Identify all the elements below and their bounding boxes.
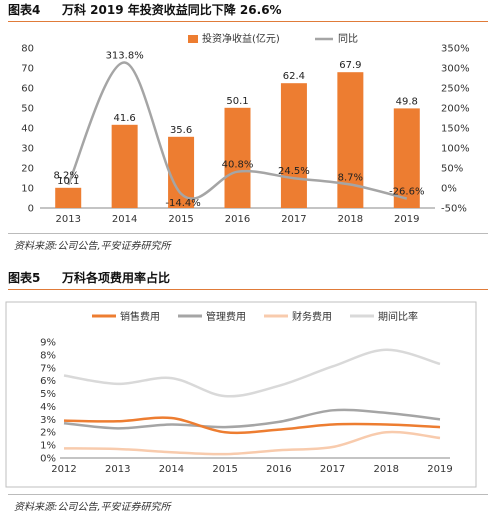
right-y-tick-label: 100% bbox=[441, 144, 470, 155]
legend-swatch-bar bbox=[188, 35, 198, 43]
figure4-header: 图表4 万科 2019 年投资收益同比下降 26.6% bbox=[8, 0, 488, 22]
bar-data-label: 62.4 bbox=[283, 71, 305, 82]
figure5-source-divider bbox=[8, 494, 488, 495]
right-y-tick-label: 200% bbox=[441, 104, 470, 115]
x-tick-label: 2013 bbox=[55, 214, 80, 225]
right-y-tick-label: 50% bbox=[441, 164, 463, 175]
bar-data-label: 41.6 bbox=[114, 113, 136, 124]
y-tick-label: 1% bbox=[40, 441, 56, 452]
investment-income-chart: 0 10 20 30 40 50 60 70 80 -50% 0% 50% 100% 150% 200% 25… bbox=[21, 32, 470, 225]
right-y-tick-label: 300% bbox=[441, 64, 470, 75]
y-tick-label: 6% bbox=[40, 376, 56, 387]
right-y-tick-label: 0% bbox=[441, 184, 457, 195]
left-y-tick-label: 40 bbox=[21, 124, 34, 135]
line-data-label: -26.6% bbox=[389, 187, 424, 198]
left-y-tick-label: 60 bbox=[21, 84, 34, 95]
figure4-source-divider bbox=[8, 233, 488, 234]
right-y-tick-label: 350% bbox=[441, 44, 470, 55]
y-tick-label: 0% bbox=[40, 454, 56, 465]
x-tick-label: 2015 bbox=[168, 214, 193, 225]
y-tick-label: 3% bbox=[40, 415, 56, 426]
x-tick-label: 2017 bbox=[320, 464, 345, 475]
series-line bbox=[63, 430, 441, 456]
bar-data-label: 35.6 bbox=[170, 125, 192, 136]
left-y-tick-label: 0 bbox=[28, 204, 34, 215]
line-data-label: -14.4% bbox=[165, 198, 200, 209]
left-y-tick-label: 10 bbox=[21, 184, 34, 195]
x-tick-label: 2017 bbox=[281, 214, 306, 225]
x-tick-label: 2016 bbox=[266, 464, 291, 475]
bar bbox=[224, 107, 251, 208]
left-y-tick-label: 20 bbox=[21, 164, 34, 175]
x-tick-label: 2019 bbox=[427, 464, 452, 475]
figure5-title: 万科各项费用率占比 bbox=[62, 271, 171, 285]
line-data-label: 313.8% bbox=[106, 50, 144, 61]
line-data-label: 24.5% bbox=[278, 166, 310, 177]
y-tick-label: 5% bbox=[40, 389, 56, 400]
legend-label: 期间比率 bbox=[378, 310, 418, 323]
bar bbox=[111, 124, 138, 208]
y-tick-label: 8% bbox=[40, 350, 56, 361]
legend-label: 销售费用 bbox=[120, 310, 160, 323]
right-y-tick-label: 150% bbox=[441, 124, 470, 135]
legend-label: 管理费用 bbox=[206, 310, 246, 323]
series-line bbox=[63, 416, 441, 435]
bar bbox=[168, 136, 195, 208]
line-data-label: 8.7% bbox=[338, 173, 363, 184]
expense-ratio-chart: 0% 1% 2% 3% 4% 5% 6% 7% 8%9% 2012 2013 2014 2015 2016… bbox=[5, 301, 477, 488]
x-tick-label: 2018 bbox=[374, 464, 399, 475]
left-y-tick-label: 80 bbox=[21, 44, 34, 55]
bar bbox=[280, 83, 307, 208]
x-tick-label: 2015 bbox=[212, 464, 237, 475]
x-tick-label: 2014 bbox=[159, 464, 184, 475]
yoy-line bbox=[67, 61, 408, 200]
right-y-tick-label: -50% bbox=[441, 204, 467, 215]
line-data-label: 40.8% bbox=[222, 160, 254, 171]
line-data-label: 8.2% bbox=[54, 171, 79, 182]
bar bbox=[55, 187, 82, 208]
x-tick-label: 2012 bbox=[51, 464, 76, 475]
bar-data-label: 10.1 bbox=[57, 176, 79, 187]
figure5-number: 图表5 bbox=[8, 271, 41, 285]
y-tick-label: 7% bbox=[40, 363, 56, 374]
x-tick-label: 2019 bbox=[394, 214, 419, 225]
left-y-tick-label: 70 bbox=[21, 64, 34, 75]
right-y-tick-label: 250% bbox=[441, 84, 470, 95]
x-tick-label: 2014 bbox=[112, 214, 137, 225]
series-line bbox=[63, 408, 441, 430]
bar-data-label: 49.8 bbox=[396, 96, 418, 107]
figure4-title: 万科 2019 年投资收益同比下降 26.6% bbox=[62, 3, 282, 17]
figure5-header: 图表5 万科各项费用率占比 bbox=[8, 268, 488, 290]
y-tick-label: 4% bbox=[40, 402, 56, 413]
bar-data-label: 67.9 bbox=[339, 60, 361, 71]
left-y-tick-label: 50 bbox=[21, 104, 34, 115]
left-y-tick-label: 30 bbox=[21, 144, 34, 155]
bar bbox=[393, 108, 420, 208]
bar-data-label: 50.1 bbox=[226, 96, 248, 107]
legend-label: 财务费用 bbox=[292, 310, 332, 323]
y-tick-label: 2% bbox=[40, 428, 56, 439]
figure5-source: 资料来源:公司公告,平安证券研究所 bbox=[14, 502, 171, 513]
series-line bbox=[63, 348, 441, 398]
figure4-number: 图表4 bbox=[8, 3, 41, 17]
x-tick-label: 2018 bbox=[338, 214, 363, 225]
plot-frame bbox=[5, 301, 477, 488]
x-tick-label: 2016 bbox=[225, 214, 250, 225]
legend-label-bar: 投资净收益(亿元) bbox=[202, 32, 280, 45]
y-tick-label: 9% bbox=[40, 338, 56, 349]
x-tick-label: 2013 bbox=[105, 464, 130, 475]
figure4-source: 资料来源:公司公告,平安证券研究所 bbox=[14, 241, 171, 252]
legend-label-line: 同比 bbox=[338, 33, 358, 45]
